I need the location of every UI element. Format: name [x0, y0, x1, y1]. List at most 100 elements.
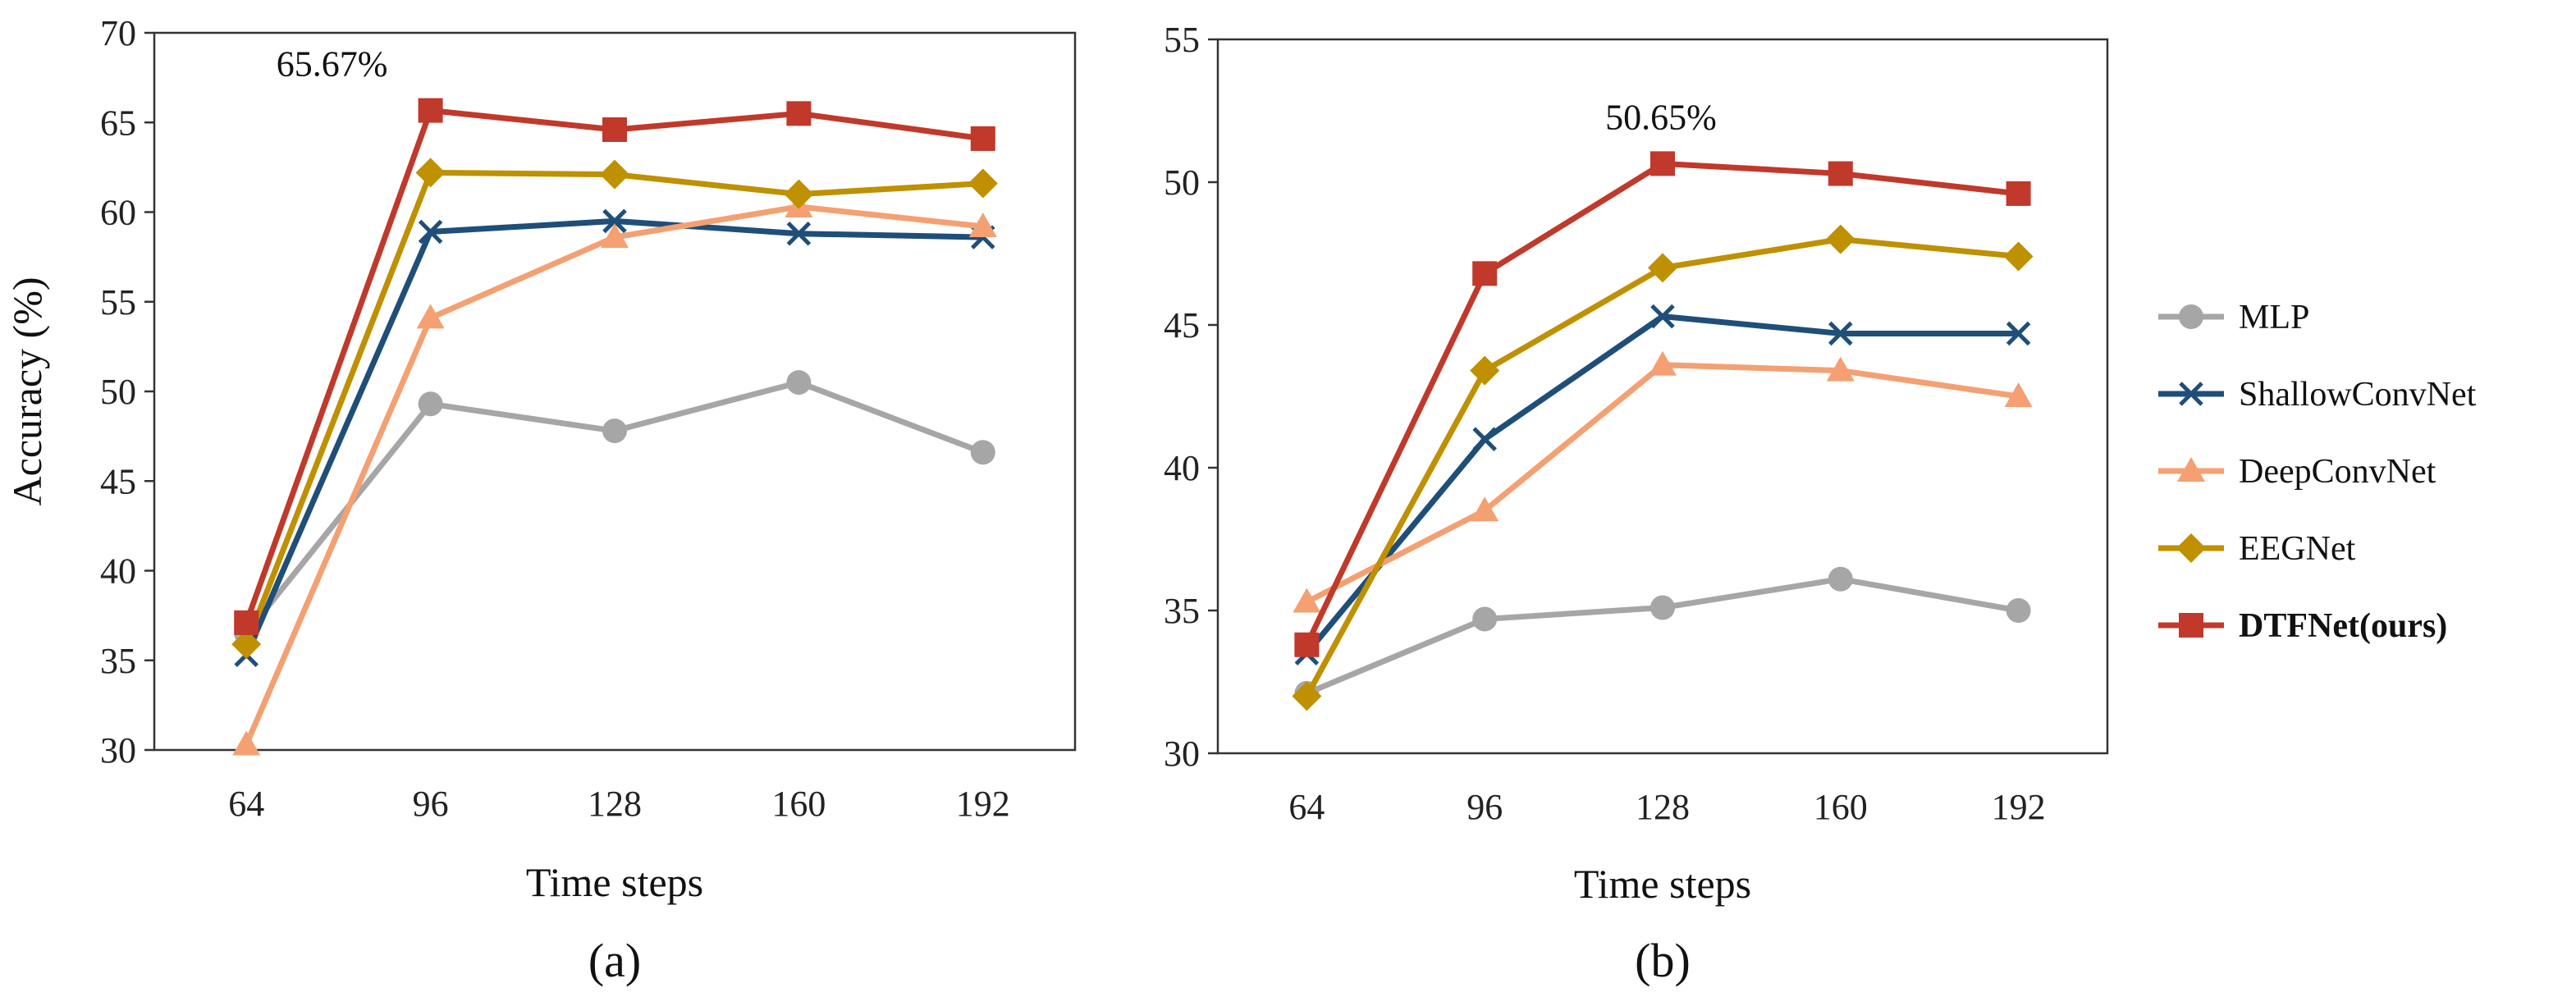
x-tick-label: 192	[956, 784, 1010, 824]
x-axis-title: Time steps	[1574, 861, 1751, 907]
y-tick-label: 30	[100, 730, 136, 771]
legend-marker	[2179, 304, 2203, 329]
series-line-eegnet	[1304, 236, 2019, 698]
x-axis-title: Time steps	[526, 859, 703, 905]
x-tick-label: 160	[1814, 787, 1868, 827]
data-point-mlp	[2006, 598, 2031, 623]
data-point-deepconvnet	[1293, 588, 1321, 613]
data-point-dtfnet-ours	[1650, 151, 1675, 176]
x-tick-label: 96	[413, 784, 449, 824]
plot-frame	[1216, 38, 2109, 755]
data-point-deepconvnet	[968, 212, 997, 237]
legend-entry-dtfnet-ours: DTFNet(ours)	[2158, 607, 2447, 645]
data-point-deepconvnet	[2004, 382, 2033, 407]
legend-label: DTFNet(ours)	[2239, 607, 2447, 645]
x-tick-label: 96	[1466, 787, 1503, 827]
y-tick-label: 55	[1164, 20, 1200, 60]
data-point-mlp	[1472, 606, 1498, 632]
y-tick-label: 30	[1164, 734, 1200, 774]
data-point-dtfnet-ours	[1294, 632, 1320, 657]
panel-label: (b)	[1635, 934, 1691, 987]
y-tick-label: 50	[100, 372, 136, 412]
y-tick-label: 50	[1164, 162, 1200, 203]
data-point-shallowconvnet	[786, 221, 812, 246]
y-tick-label: 40	[100, 551, 136, 592]
x-tick-label: 64	[228, 784, 264, 824]
data-point-dtfnet-ours	[1828, 161, 1853, 186]
data-point-shallowconvnet	[418, 219, 443, 245]
x-tick-label: 128	[588, 784, 642, 824]
legend-entry-eegnet: EEGNet	[2158, 530, 2356, 568]
data-point-shallowconvnet	[1828, 321, 1853, 346]
x-tick-label: 160	[771, 784, 826, 824]
data-point-eegnet	[600, 159, 629, 190]
data-point-dtfnet-ours	[418, 98, 443, 123]
peak-annotation: 50.65%	[1605, 97, 1717, 137]
data-point-eegnet	[231, 629, 262, 660]
data-point-deepconvnet	[232, 730, 261, 756]
y-tick-label: 45	[100, 461, 136, 501]
data-point-dtfnet-ours	[970, 126, 995, 151]
y-axis-title: Accuracy (%)	[4, 277, 50, 506]
x-tick-label: 192	[1992, 787, 2046, 827]
y-tick-label: 60	[100, 193, 136, 233]
data-point-mlp	[1828, 566, 1853, 592]
data-point-mlp	[1650, 595, 1675, 620]
data-point-dtfnet-ours	[234, 610, 259, 635]
series-eegnet	[1292, 224, 2034, 711]
y-tick-label: 45	[1164, 305, 1200, 345]
series-deepconvnet	[232, 192, 997, 756]
legend-marker	[2179, 382, 2203, 406]
legend-entry-shallowconvnet: ShallowConvNet	[2158, 376, 2477, 414]
legend-label: DeepConvNet	[2239, 453, 2436, 491]
legend: MLP ShallowConvNet DeepConvNet EEGNet DTFNet…	[2158, 299, 2477, 645]
legend-entry-deepconvnet: DeepConvNet	[2158, 453, 2436, 491]
data-point-eegnet	[968, 168, 998, 199]
data-point-deepconvnet	[601, 223, 629, 249]
legend-marker	[2179, 613, 2203, 638]
y-tick-label: 55	[100, 282, 136, 322]
series-line-deepconvnet	[243, 203, 984, 746]
data-point-mlp	[418, 391, 443, 417]
series-deepconvnet	[1293, 350, 2033, 613]
data-point-shallowconvnet	[1650, 304, 1675, 329]
data-point-eegnet	[415, 158, 446, 188]
legend-label: ShallowConvNet	[2239, 376, 2477, 414]
data-point-eegnet	[1292, 681, 1322, 711]
data-point-eegnet	[1648, 253, 1677, 283]
series-dtfnet-ours	[234, 98, 995, 635]
data-point-eegnet	[2003, 241, 2034, 272]
panel-a: 30 35 40 45 50 55 60 65 70 64 96 128 160 192 Time step…	[4, 13, 1077, 987]
x-tick-label: 128	[1636, 787, 1690, 827]
data-point-dtfnet-ours	[786, 101, 812, 126]
y-tick-label: 70	[100, 13, 136, 53]
series-eegnet	[231, 158, 998, 660]
y-tick-label: 35	[100, 641, 136, 681]
x-tick-label: 64	[1288, 787, 1325, 827]
legend-marker	[2176, 533, 2206, 563]
series-shallowconvnet	[1294, 304, 2031, 665]
data-point-shallowconvnet	[1472, 427, 1497, 451]
data-point-dtfnet-ours	[602, 117, 627, 142]
legend-label: EEGNet	[2239, 530, 2356, 568]
y-tick-label: 40	[1164, 448, 1200, 488]
data-point-eegnet	[1470, 355, 1500, 386]
data-point-deepconvnet	[416, 304, 445, 329]
data-point-shallowconvnet	[2006, 321, 2031, 346]
data-point-mlp	[786, 370, 812, 396]
data-point-eegnet	[1825, 224, 1855, 254]
legend-marker	[2177, 457, 2205, 482]
peak-annotation: 65.67%	[277, 44, 388, 85]
data-point-deepconvnet	[1826, 356, 1855, 382]
data-point-dtfnet-ours	[1472, 261, 1498, 286]
legend-entry-mlp: MLP	[2158, 299, 2309, 336]
data-point-mlp	[970, 440, 995, 465]
series-line-deepconvnet	[1305, 362, 2020, 605]
data-point-eegnet	[784, 179, 814, 209]
data-point-deepconvnet	[1649, 350, 1677, 376]
y-tick-label: 65	[100, 103, 136, 143]
data-point-dtfnet-ours	[2006, 181, 2031, 206]
data-point-mlp	[602, 418, 627, 444]
series-dtfnet-ours	[1294, 151, 2031, 657]
